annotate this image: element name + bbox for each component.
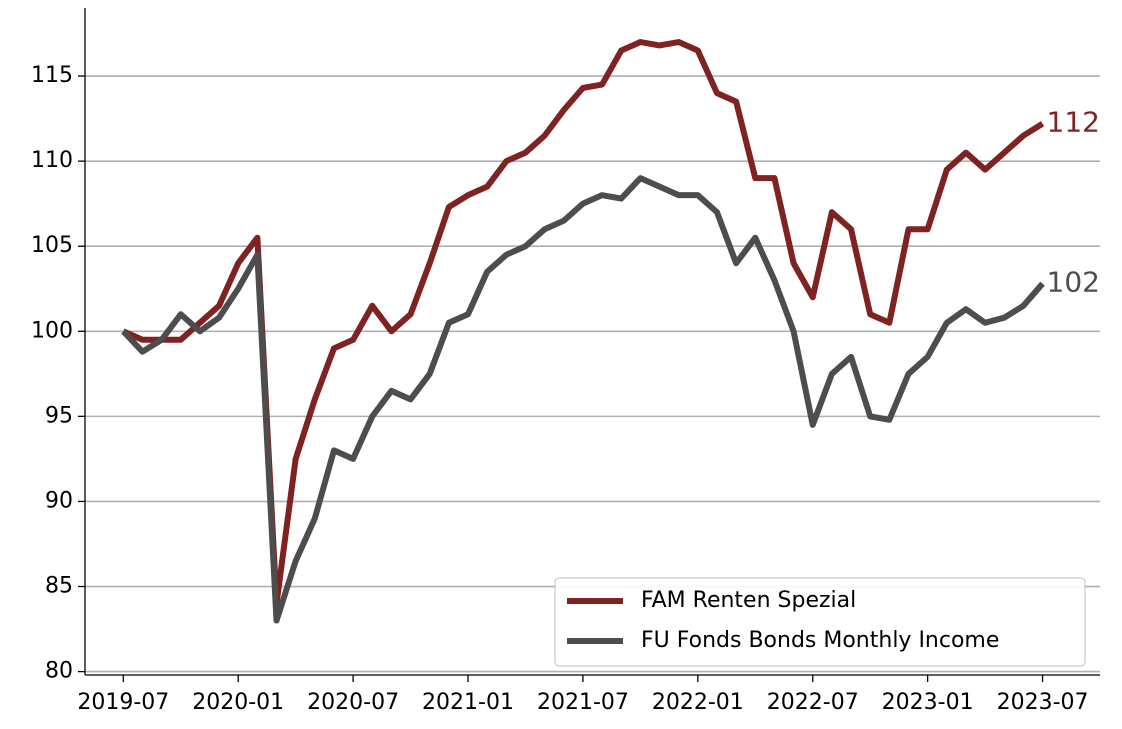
end-label: 112 — [1047, 106, 1100, 139]
x-tick-label: 2021-07 — [537, 690, 629, 715]
series-line — [121, 175, 1045, 624]
x-tick-label: 2023-07 — [997, 690, 1089, 715]
x-tick-label: 2023-01 — [882, 690, 974, 715]
x-tick-label: 2022-07 — [767, 690, 859, 715]
legend-label: FAM Renten Spezial — [641, 588, 856, 613]
y-tick-label: 115 — [31, 63, 73, 88]
x-tick-label: 2019-07 — [77, 690, 169, 715]
y-tick-label: 110 — [31, 148, 73, 173]
legend-label: FU Fonds Bonds Monthly Income — [641, 628, 999, 653]
x-tick-label: 2021-01 — [422, 690, 514, 715]
x-tick-label: 2020-07 — [307, 690, 399, 715]
y-tick-label: 90 — [45, 488, 73, 513]
y-tick-label: 80 — [45, 659, 73, 684]
y-tick-label: 95 — [45, 403, 73, 428]
legend-box — [554, 577, 1086, 667]
y-tick-label: 85 — [45, 574, 73, 599]
y-tick-label: 100 — [31, 318, 73, 343]
x-tick-label: 2020-01 — [192, 690, 284, 715]
x-tick-label: 2022-01 — [652, 690, 744, 715]
y-tick-label: 105 — [31, 233, 73, 258]
end-label: 102 — [1047, 266, 1100, 299]
